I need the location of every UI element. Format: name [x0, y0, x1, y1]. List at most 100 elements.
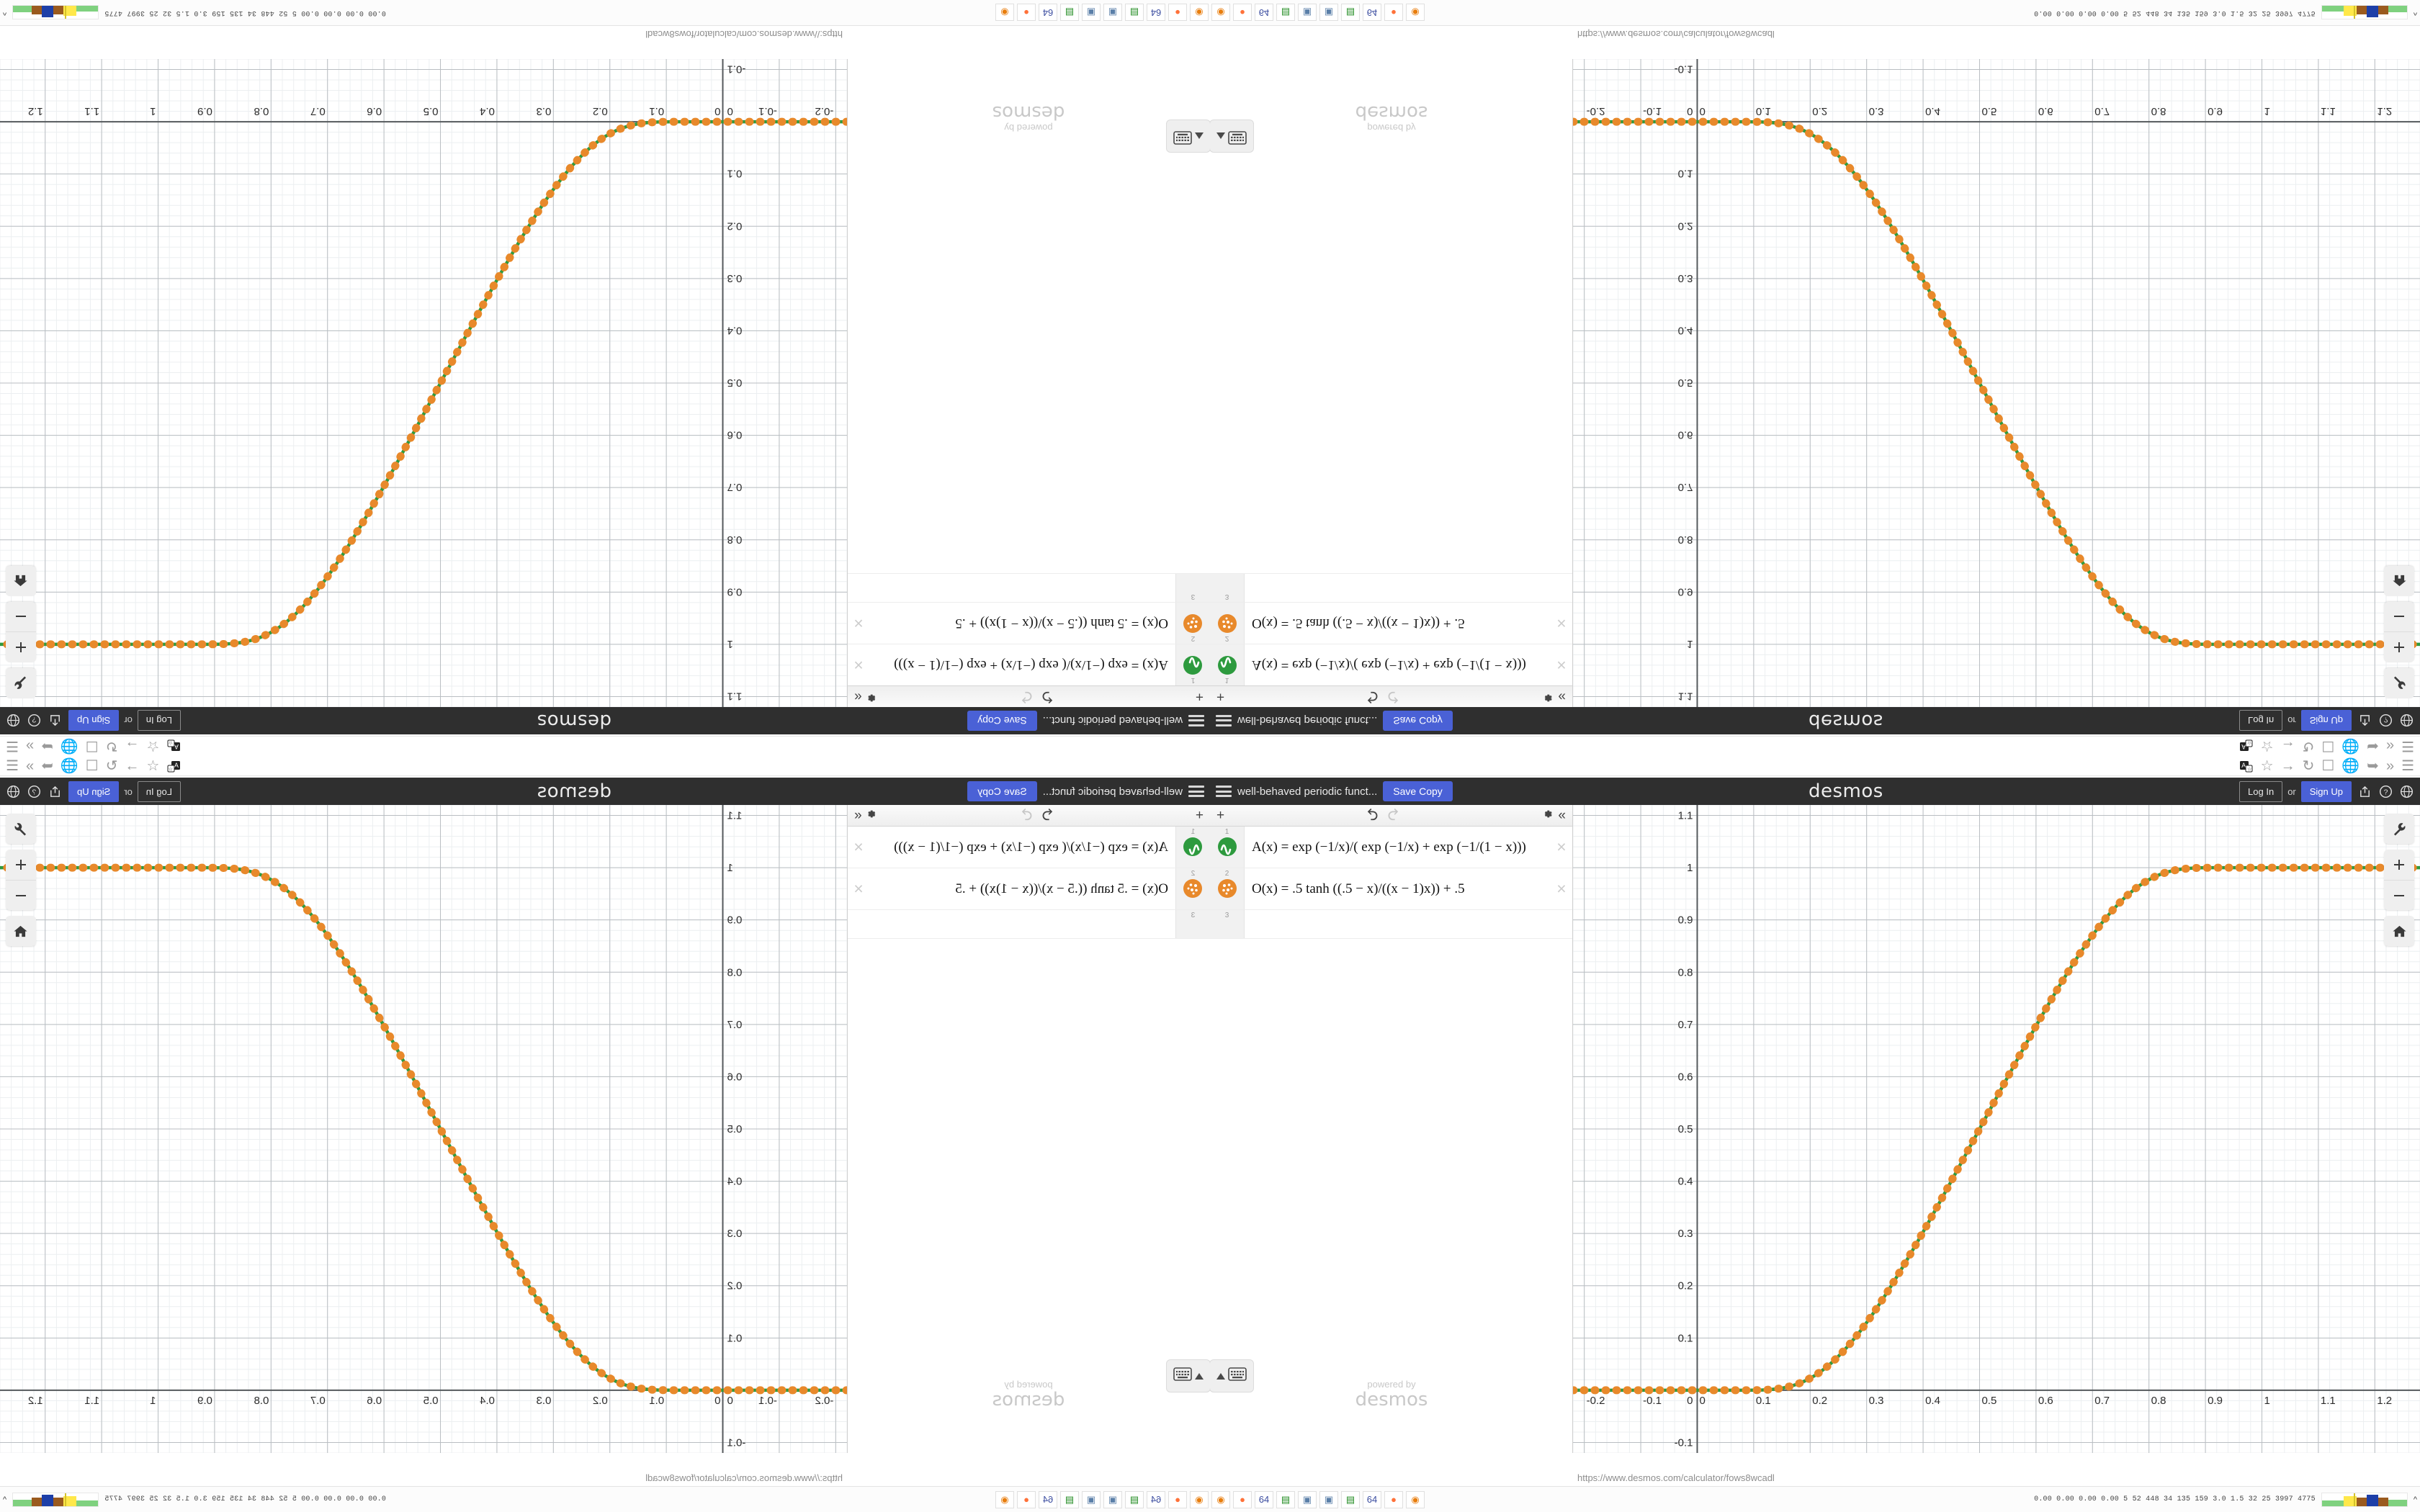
- terminal-icon-dup[interactable]: ▤: [1060, 4, 1079, 22]
- graph-home-group[interactable]: [2384, 916, 2414, 946]
- save-64-icon[interactable]: 64: [1255, 1490, 1273, 1508]
- gear-icon[interactable]: [866, 689, 879, 704]
- graph-plot[interactable]: -0.2 -0.1 0 0.1 0.2 0.3 0.4 0.5 0.6 0.7 0.8 0.9 1 1.1…: [1573, 59, 2420, 707]
- gear-icon[interactable]: [1541, 808, 1554, 823]
- collapse-panel-button[interactable]: «: [1558, 808, 1566, 823]
- overflow-chevrons-icon[interactable]: »: [25, 738, 35, 754]
- expression-latex[interactable]: [1245, 574, 1551, 602]
- forward-arrow-icon[interactable]: →: [125, 738, 140, 754]
- expression-row[interactable]: 2 O(x) = .5 tanh ((.5 − x)/((x − 1)x)) +…: [848, 602, 1210, 644]
- add-expression-button[interactable]: +: [1195, 689, 1204, 704]
- terminal-icon-dup[interactable]: ▤: [1341, 4, 1360, 22]
- language-globe-icon[interactable]: [2398, 713, 2414, 729]
- curve-color-swatch-orange[interactable]: [1217, 614, 1237, 633]
- expression-row[interactable]: 2 O(x) = .5 tanh ((.5 − x)/((x − 1)x)) +…: [1210, 868, 1572, 910]
- taskbar-apps[interactable]: ◉ ● 64 ▤ ▣ ▣ ▤ 64 ● ◉: [1211, 1490, 1425, 1508]
- display-settings-icon[interactable]: ▣: [1103, 4, 1122, 22]
- expression-row-tab[interactable]: 2: [1175, 868, 1210, 909]
- terminal-icon[interactable]: ▤: [1276, 1490, 1295, 1508]
- expression-row-tab[interactable]: 1: [1175, 827, 1210, 868]
- forward-arrow-icon[interactable]: →: [2280, 738, 2295, 754]
- expression-row-tab[interactable]: 3: [1175, 574, 1210, 602]
- expression-latex[interactable]: O(x) = .5 tanh ((.5 − x)/((x − 1)x)) + .…: [955, 616, 1168, 631]
- display-settings-icon-dup[interactable]: ▣: [1319, 1490, 1338, 1508]
- expression-latex[interactable]: O(x) = .5 tanh ((.5 − x)/((x − 1)x)) + .…: [1252, 616, 1465, 631]
- overflow-chevrons-icon[interactable]: »: [2385, 758, 2395, 774]
- delete-expression-icon[interactable]: ×: [853, 614, 864, 633]
- help-question-icon[interactable]: ?: [2378, 713, 2393, 729]
- globe-icon[interactable]: 🌐: [60, 758, 79, 774]
- zoom-in-icon[interactable]: [6, 632, 36, 662]
- system-taskbar[interactable]: ◉ ● 64 ▤ ▣ ▣ ▤ 64 ● ◉ 0.00 0.00 0.00 0.00 5 52 44…: [1210, 0, 2420, 26]
- sign-up-button[interactable]: Sign Up: [2300, 710, 2352, 732]
- delete-expression-icon[interactable]: ×: [853, 879, 864, 898]
- graph-home-group[interactable]: [6, 916, 36, 946]
- zoom-in-icon[interactable]: [2384, 632, 2414, 662]
- expression-panel[interactable]: + « 1 A(x) = exp (−1/x)/( exp (−1/x) + e…: [1210, 59, 1573, 707]
- display-settings-icon[interactable]: ▣: [1298, 1490, 1317, 1508]
- reader-mode-icon[interactable]: ☐: [85, 758, 99, 774]
- delete-expression-icon[interactable]: ×: [853, 837, 864, 856]
- graph-tools[interactable]: [2384, 560, 2414, 698]
- help-question-icon[interactable]: ?: [27, 713, 42, 729]
- share-icon[interactable]: [48, 783, 63, 799]
- expression-row[interactable]: 1 A(x) = exp (−1/x)/( exp (−1/x) + exp (…: [848, 827, 1210, 868]
- delete-expression-icon[interactable]: [848, 574, 869, 602]
- desmos-logo[interactable]: desmos: [537, 780, 612, 802]
- pocket-icon[interactable]: ➥: [2367, 758, 2379, 774]
- globe-icon[interactable]: 🌐: [60, 738, 79, 754]
- display-settings-icon[interactable]: ▣: [1103, 1490, 1122, 1508]
- graph-home-group[interactable]: [2384, 566, 2414, 596]
- blender-icon-dup[interactable]: ◉: [995, 1490, 1014, 1508]
- delete-expression-icon[interactable]: [1551, 574, 1572, 602]
- undo-icon[interactable]: [1366, 808, 1381, 824]
- delete-expression-icon[interactable]: [848, 910, 869, 938]
- blender-icon-dup[interactable]: ◉: [1406, 4, 1425, 22]
- sign-up-button[interactable]: Sign Up: [68, 710, 120, 732]
- quadrant-bottom-left[interactable]: A☆ ☆ → ↻ ☐ 🌐 ➥ » ☰ ^ well-behaved period…: [0, 756, 1210, 1512]
- expression-row-tab[interactable]: 1: [1175, 644, 1210, 685]
- taskbar-collapse-caret-icon[interactable]: ^: [2413, 8, 2417, 17]
- blender-icon[interactable]: ◉: [1190, 1490, 1209, 1508]
- system-taskbar[interactable]: ◉ ● 64 ▤ ▣ ▣ ▤ 64 ● ◉ 0.00 0.00 0.00 0.00 5 52 44…: [0, 0, 1210, 26]
- expression-latex[interactable]: A(x) = exp (−1/x)/( exp (−1/x) + exp (−1…: [894, 657, 1168, 673]
- language-globe-icon[interactable]: [6, 783, 22, 799]
- expression-latex[interactable]: A(x) = exp (−1/x)/( exp (−1/x) + exp (−1…: [1252, 839, 1526, 855]
- expression-row-empty[interactable]: 3: [1210, 910, 1572, 939]
- reload-icon[interactable]: ↻: [2302, 758, 2315, 774]
- graph-settings-group[interactable]: [6, 814, 36, 844]
- firefox-icon-dup[interactable]: ●: [1384, 1490, 1403, 1508]
- terminal-icon[interactable]: ▤: [1125, 1490, 1144, 1508]
- save-64-icon-dup[interactable]: 64: [1039, 1490, 1057, 1508]
- app-menu-icon[interactable]: ☰: [2401, 758, 2414, 774]
- hamburger-icon[interactable]: [1188, 786, 1204, 797]
- firefox-icon-dup[interactable]: ●: [1017, 1490, 1036, 1508]
- undo-icon[interactable]: [1366, 689, 1381, 705]
- graph-tools[interactable]: [2384, 814, 2414, 952]
- home-icon[interactable]: [2384, 916, 2414, 946]
- curve-color-swatch-green[interactable]: [1183, 837, 1203, 856]
- share-icon[interactable]: [2357, 713, 2372, 729]
- graph-canvas[interactable]: -0.2 -0.1 0 0.1 0.2 0.3 0.4 0.5 0.6 0.7 0.8 0.9 1 1.1…: [0, 59, 847, 707]
- hamburger-icon[interactable]: [1188, 715, 1204, 726]
- graph-plot[interactable]: -0.2 -0.1 0 0.1 0.2 0.3 0.4 0.5 0.6 0.7 0.8 0.9 1 1.1…: [0, 59, 847, 707]
- expression-row[interactable]: 1 A(x) = exp (−1/x)/( exp (−1/x) + exp (…: [848, 644, 1210, 685]
- redo-icon[interactable]: [1385, 689, 1399, 705]
- graph-plot[interactable]: -0.2 -0.1 0 0.1 0.2 0.3 0.4 0.5 0.6 0.7 0.8 0.9 1 1.1…: [0, 805, 847, 1453]
- graph-settings-group[interactable]: [2384, 814, 2414, 844]
- expression-row-tab[interactable]: 2: [1210, 603, 1245, 644]
- keyboard-toggle-button[interactable]: [1210, 1359, 1254, 1392]
- blender-icon[interactable]: ◉: [1211, 1490, 1230, 1508]
- display-settings-icon[interactable]: ▣: [1298, 4, 1317, 22]
- home-icon[interactable]: [6, 566, 36, 596]
- expression-panel[interactable]: + « 1 A(x) = exp (−1/x)/( exp (−1/x) + e…: [847, 59, 1210, 707]
- globe-icon[interactable]: 🌐: [2341, 738, 2360, 754]
- curve-color-swatch-orange[interactable]: [1183, 614, 1203, 633]
- expression-row-empty[interactable]: 3: [1210, 573, 1572, 602]
- expression-latex[interactable]: [1245, 910, 1551, 938]
- wrench-icon[interactable]: [6, 668, 36, 698]
- app-menu-icon[interactable]: ☰: [6, 738, 19, 754]
- firefox-icon[interactable]: ●: [1233, 1490, 1252, 1508]
- browser-toolbar-icons[interactable]: A ☆ ☆ → ↻ ☐ 🌐 ➥ » ☰: [2239, 737, 2414, 755]
- taskbar-apps[interactable]: ◉ ● 64 ▤ ▣ ▣ ▤ 64 ● ◉: [1211, 4, 1425, 22]
